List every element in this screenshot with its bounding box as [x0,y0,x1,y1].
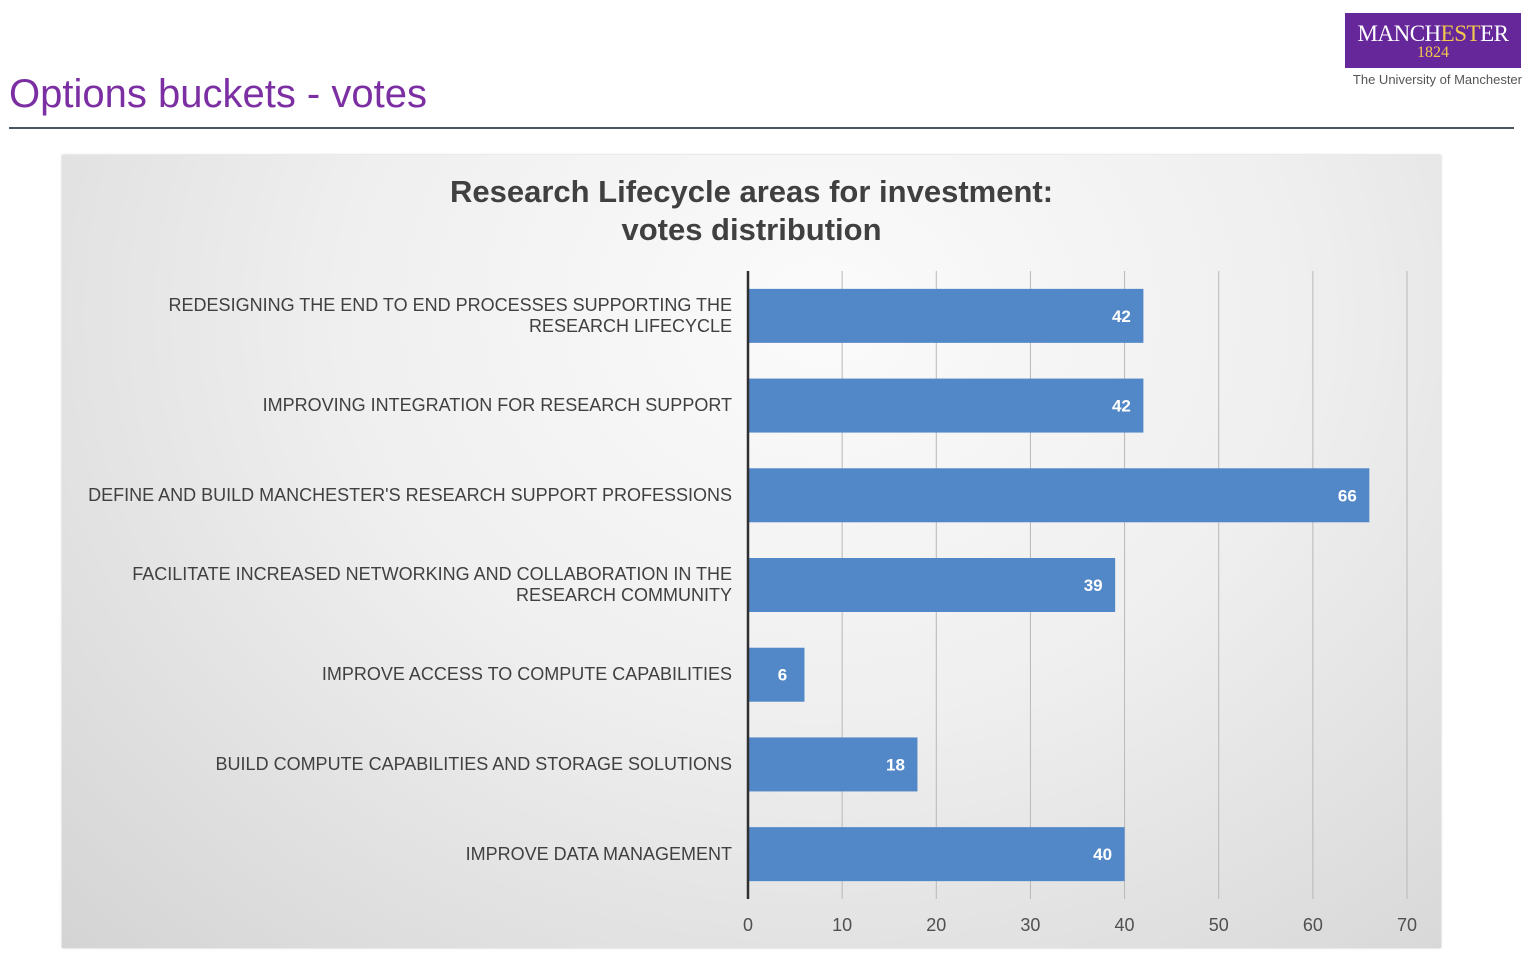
x-tick-label: 50 [1209,915,1229,935]
bar [748,737,918,792]
title-divider [9,127,1514,129]
chart-panel: Research Lifecycle areas for investment:… [62,155,1441,948]
data-label: 39 [1084,576,1103,595]
x-tick-label: 40 [1115,915,1135,935]
category-label: REDESIGNING THE END TO END PROCESSES SUP… [168,294,732,336]
chart-title-line2: votes distribution [621,212,882,247]
slide-title: Options buckets - votes [9,72,427,116]
bar [748,378,1144,433]
x-tick-label: 70 [1397,915,1417,935]
category-label: FACILITATE INCREASED NETWORKING AND COLL… [132,564,732,605]
bar [748,827,1125,882]
chart-title: Research Lifecycle areas for investment:… [62,173,1441,249]
data-label: 42 [1112,307,1131,326]
x-tick-label: 20 [926,915,946,935]
category-label: BUILD COMPUTE CAPABILITIES AND STORAGE S… [215,753,732,774]
bar [748,288,1144,343]
x-tick-label: 30 [1020,915,1040,935]
logo-emblem: MANCHESTER 1824 [1345,13,1521,68]
category-label: IMPROVE DATA MANAGEMENT [465,843,732,864]
data-label: 66 [1338,486,1357,505]
data-label: 40 [1093,845,1112,864]
data-label: 18 [886,755,905,774]
bar [748,468,1370,523]
category-label: IMPROVE ACCESS TO COMPUTE CAPABILITIES [321,664,732,685]
x-tick-label: 60 [1303,915,1323,935]
university-logo: MANCHESTER 1824 The University of Manche… [1345,13,1522,87]
category-label: IMPROVING INTEGRATION FOR RESEARCH SUPPO… [262,395,732,416]
category-label: DEFINE AND BUILD MANCHESTER'S RESEARCH S… [88,484,732,505]
bar [748,647,805,702]
chart-title-line1: Research Lifecycle areas for investment: [449,174,1054,209]
data-label: 6 [778,666,787,685]
logo-year: 1824 [1417,44,1449,61]
bar-chart: 0 10 20 30 40 50 60 70 42 42 66 39 6 18 40 [743,271,1417,935]
data-label: 42 [1112,397,1131,416]
x-tick-label: 0 [743,915,753,935]
logo-wordmark: MANCHESTER [1357,21,1509,46]
bar [748,558,1116,612]
x-tick-label: 10 [832,915,852,935]
logo-subtitle: The University of Manchester [1352,72,1522,87]
